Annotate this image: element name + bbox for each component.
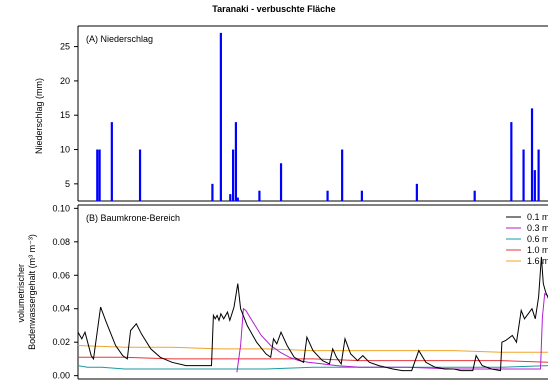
panel-b-tick-label: 0.02 [52, 337, 70, 347]
series-line [77, 256, 548, 372]
panel-b: (B) Baumkrone-Bereich volumetrischer Bod… [16, 203, 548, 381]
legend-label: 1.6 m [527, 256, 548, 266]
panel-a-bars [96, 32, 540, 201]
panel-a-tick-label: 5 [65, 179, 70, 189]
series-line [77, 345, 548, 353]
legend-label: 0.6 m [527, 234, 548, 244]
chart-title: Taranaki - verbuschte Fläche [212, 4, 335, 14]
panel-a-tick-label: 15 [60, 110, 70, 120]
panel-a: (A) Niederschlag Niederschlag (mm) 5 10 15… [34, 25, 548, 202]
panel-a-tick-label: 25 [60, 42, 70, 52]
series-line [78, 356, 548, 363]
panel-b-tick-label: 0.04 [52, 304, 70, 314]
legend: 0.1 m0.3 m0.6 m1.0 m1.6 m [506, 212, 548, 266]
panel-a-tick-label: 10 [60, 145, 70, 155]
panel-b-tick-label: 0.00 [52, 371, 70, 381]
series-line [236, 292, 548, 373]
legend-label: 0.3 m [527, 223, 548, 233]
panel-a-y-ticks: 5 10 15 20 25 [60, 42, 78, 189]
panel-a-label: (A) Niederschlag [86, 34, 153, 44]
panel-a-tick-label: 20 [60, 76, 70, 86]
legend-label: 1.0 m [527, 245, 548, 255]
panel-b-tick-label: 0.10 [52, 203, 70, 213]
panel-b-series [77, 256, 548, 373]
series-line [77, 365, 548, 370]
panel-b-tick-label: 0.08 [52, 237, 70, 247]
panel-b-y-ticks: 0.00 0.02 0.04 0.06 0.08 0.10 [52, 203, 78, 381]
panel-b-label: (B) Baumkrone-Bereich [86, 213, 180, 223]
panel-b-y-label: volumetrischer Bodenwassergehalt (m³ m⁻³… [16, 234, 37, 350]
panel-a-y-label: Niederschlag (mm) [34, 78, 44, 154]
legend-label: 0.1 m [527, 212, 548, 222]
panel-b-tick-label: 0.06 [52, 270, 70, 280]
